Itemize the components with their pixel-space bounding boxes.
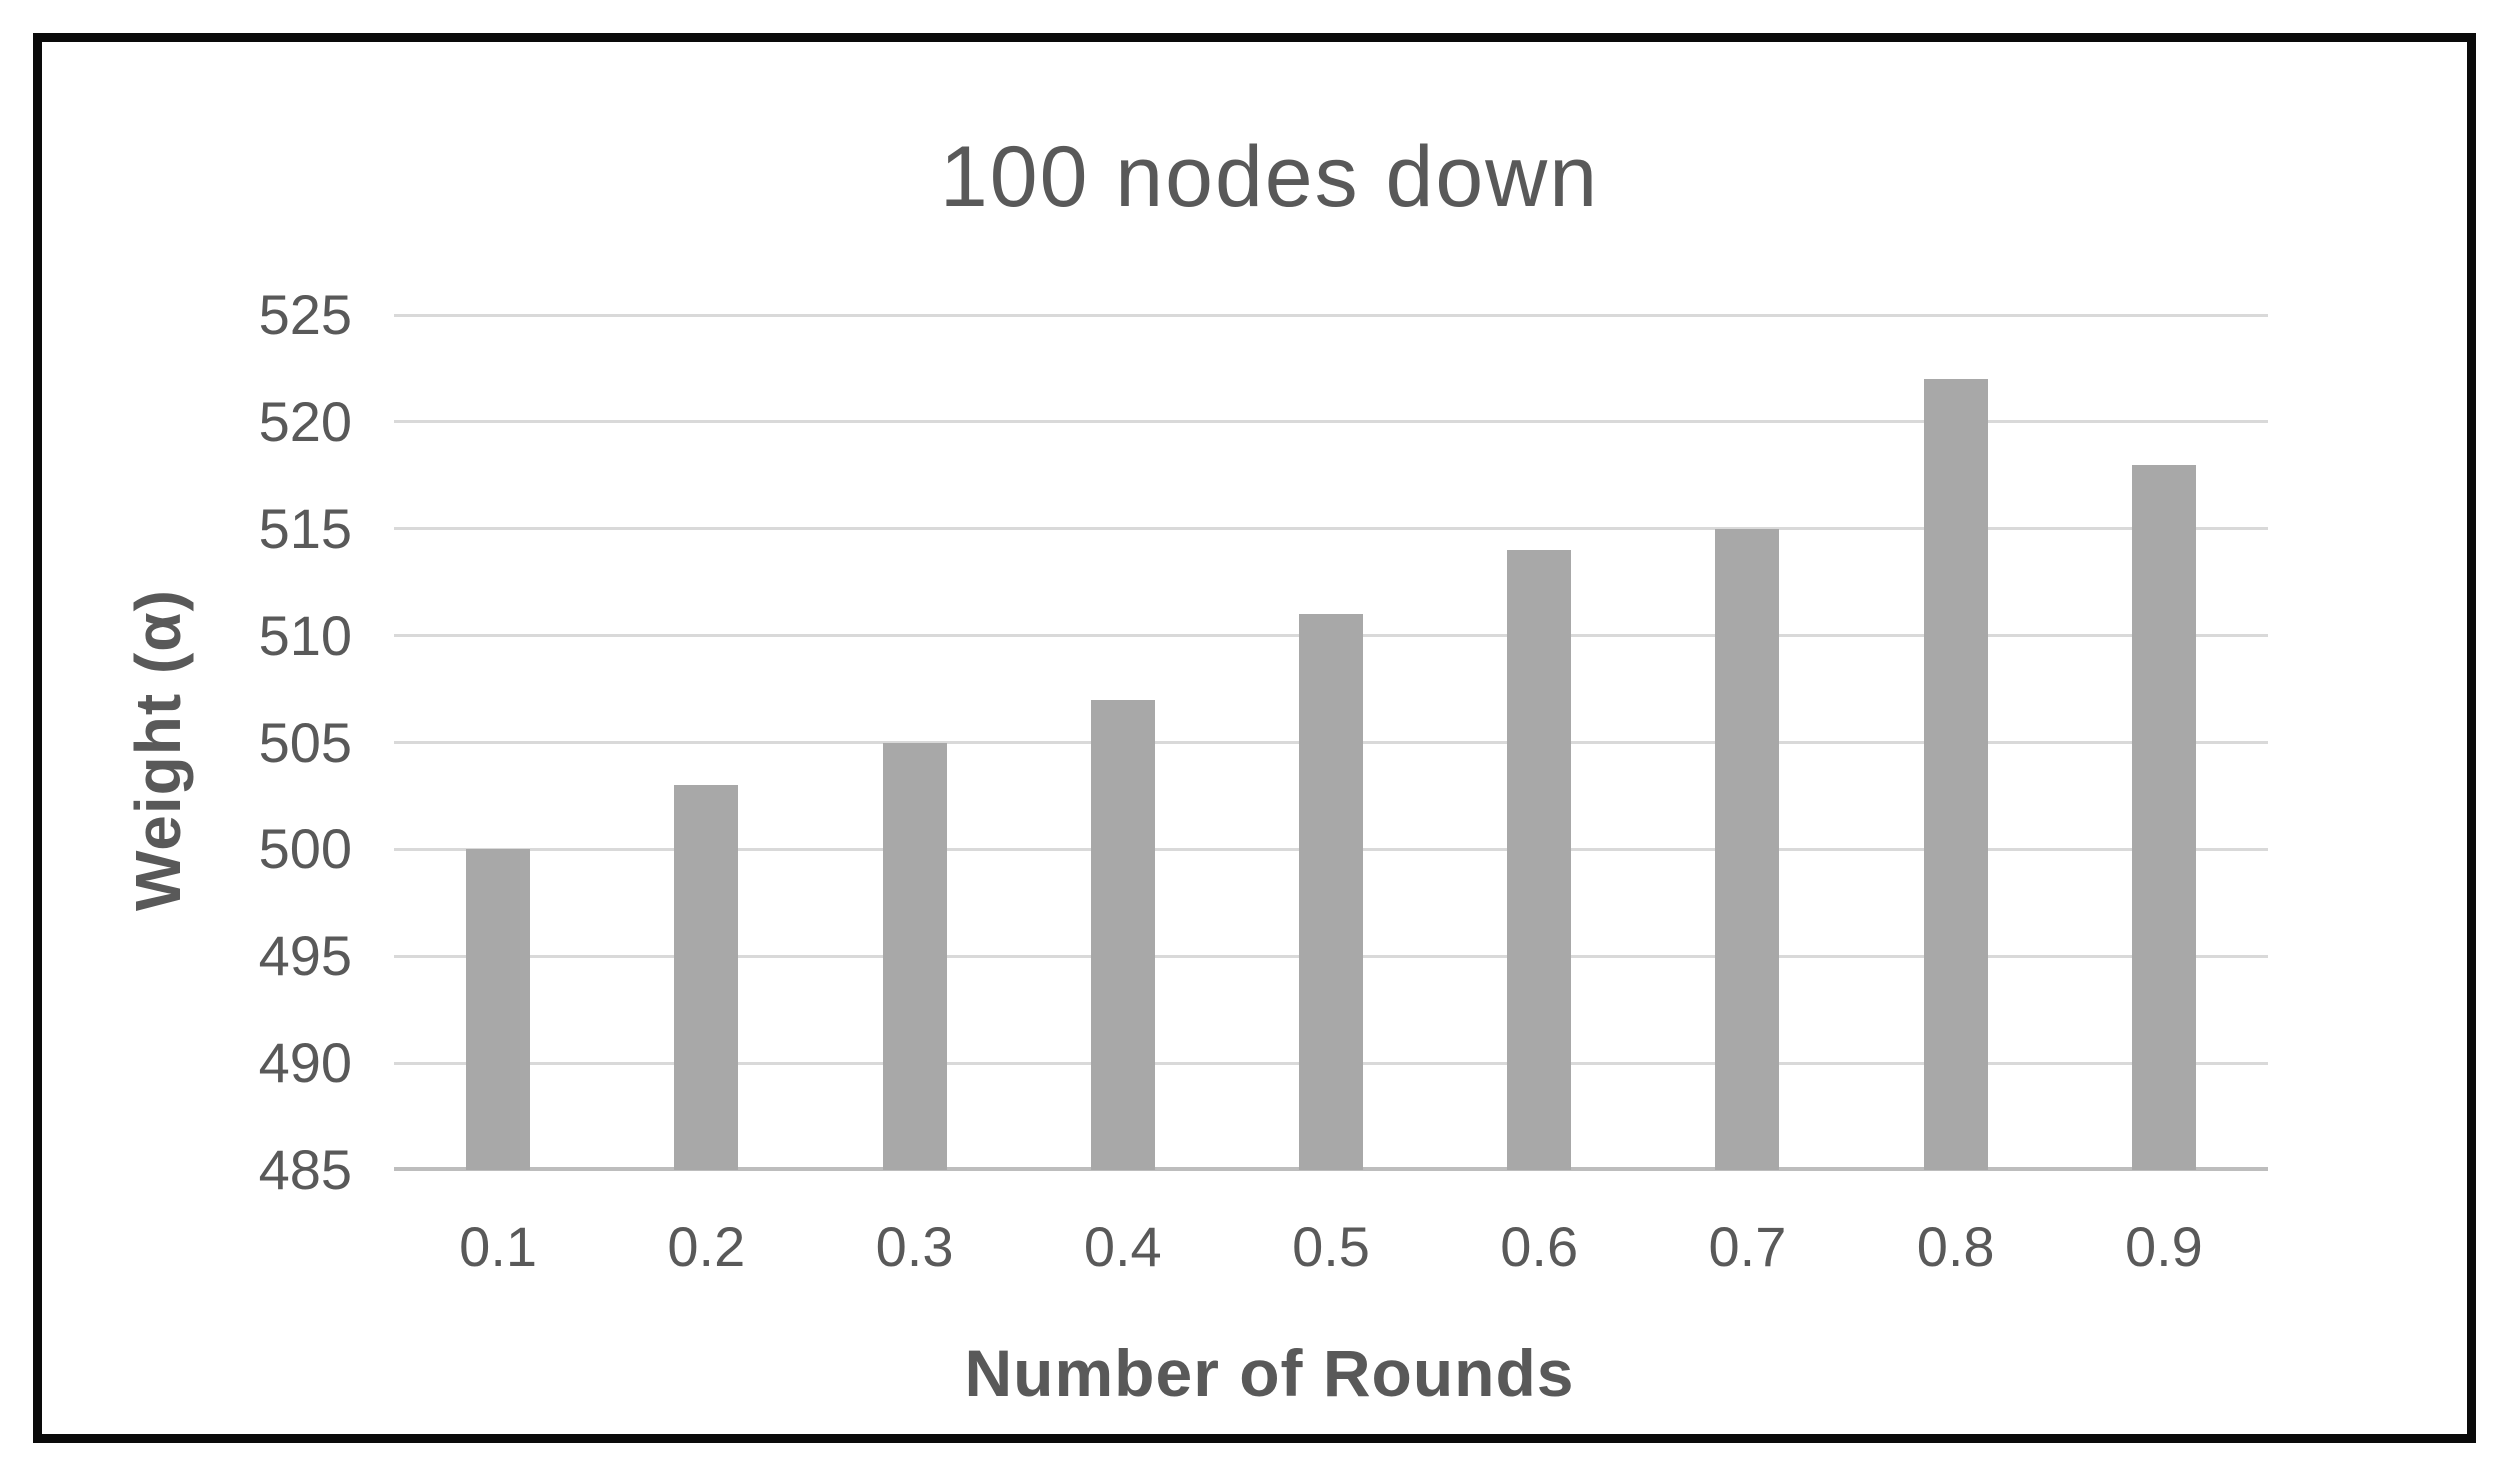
y-tick-label: 500	[258, 817, 352, 881]
x-tick-label: 0.7	[1708, 1215, 1787, 1278]
x-tick-label: 0.4	[1083, 1215, 1162, 1278]
y-tick-label: 505	[258, 710, 352, 774]
bar-0.4	[1090, 699, 1155, 1170]
bar-chart: 100 nodes down Weight (α) 485 490 495 500 50…	[42, 42, 2467, 1434]
bar-0.8	[1923, 379, 1988, 1170]
bar-0.5	[1299, 614, 1363, 1170]
y-tick-label: 495	[258, 924, 352, 988]
bar-0.9	[2131, 464, 2196, 1170]
plot-area	[394, 313, 2268, 1171]
x-tick-label: 0.1	[459, 1215, 538, 1278]
y-tick-label: 520	[258, 389, 352, 453]
bar-0.7	[1715, 528, 1780, 1170]
y-tick-label: 525	[258, 283, 352, 346]
x-tick-label: 0.3	[875, 1215, 954, 1278]
bar-0.3	[882, 742, 947, 1170]
y-tick-label: 510	[258, 603, 352, 667]
gridline-525	[394, 313, 2268, 317]
y-tick-label: 490	[258, 1031, 352, 1095]
x-axis-title: Number of Rounds	[964, 1336, 1575, 1410]
figure-frame: 100 nodes down Weight (α) 485 490 495 500 50…	[33, 33, 2476, 1443]
x-tick-label: 0.9	[2124, 1215, 2203, 1278]
bar-0.6	[1507, 550, 1572, 1170]
gridline-515	[394, 527, 2268, 531]
x-tick-label: 0.6	[1500, 1215, 1579, 1278]
bar-0.1	[466, 849, 531, 1170]
x-tick-label: 0.8	[1916, 1215, 1995, 1278]
bar-0.2	[674, 785, 739, 1170]
chart-title: 100 nodes down	[939, 129, 1600, 225]
y-tick-label: 485	[258, 1138, 352, 1201]
y-tick-label: 515	[258, 496, 352, 560]
x-tick-label: 0.5	[1292, 1215, 1370, 1278]
gridline-520	[394, 420, 2268, 424]
x-tick-label: 0.2	[667, 1215, 746, 1278]
